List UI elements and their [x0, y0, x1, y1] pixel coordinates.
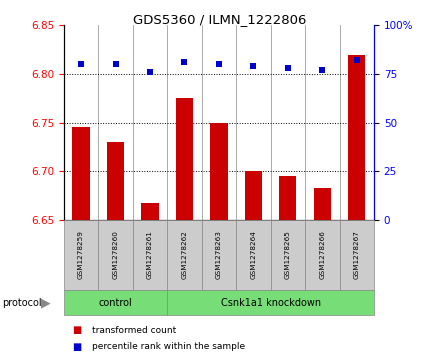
Text: percentile rank within the sample: percentile rank within the sample [92, 342, 246, 351]
Text: ▶: ▶ [41, 296, 51, 309]
Text: GSM1278262: GSM1278262 [181, 231, 187, 280]
Text: ■: ■ [73, 342, 82, 352]
Bar [245, 171, 262, 220]
Bar [73, 127, 90, 220]
Text: Csnk1a1 knockdown: Csnk1a1 knockdown [220, 298, 321, 308]
Point [112, 61, 119, 67]
Bar [210, 122, 227, 220]
Text: GSM1278265: GSM1278265 [285, 231, 291, 280]
Bar [348, 54, 365, 220]
Point [319, 67, 326, 73]
Point [77, 61, 84, 67]
Text: GSM1278264: GSM1278264 [250, 231, 257, 280]
Text: GSM1278261: GSM1278261 [147, 231, 153, 280]
Text: GSM1278266: GSM1278266 [319, 231, 325, 280]
Text: GSM1278267: GSM1278267 [354, 231, 360, 280]
Text: protocol: protocol [2, 298, 42, 308]
Bar [176, 98, 193, 220]
Bar [279, 176, 297, 220]
Text: transformed count: transformed count [92, 326, 176, 335]
Text: ■: ■ [73, 325, 82, 335]
Bar [141, 203, 158, 220]
Bar [107, 142, 124, 220]
Point [147, 69, 154, 75]
Bar [314, 188, 331, 220]
Text: GSM1278260: GSM1278260 [113, 231, 118, 280]
Point [216, 61, 223, 67]
Point [284, 65, 291, 71]
Point [353, 57, 360, 63]
Text: GDS5360 / ILMN_1222806: GDS5360 / ILMN_1222806 [133, 13, 307, 26]
Text: control: control [99, 298, 132, 308]
Point [181, 60, 188, 65]
Text: GSM1278263: GSM1278263 [216, 231, 222, 280]
Text: GSM1278259: GSM1278259 [78, 231, 84, 280]
Point [250, 63, 257, 69]
